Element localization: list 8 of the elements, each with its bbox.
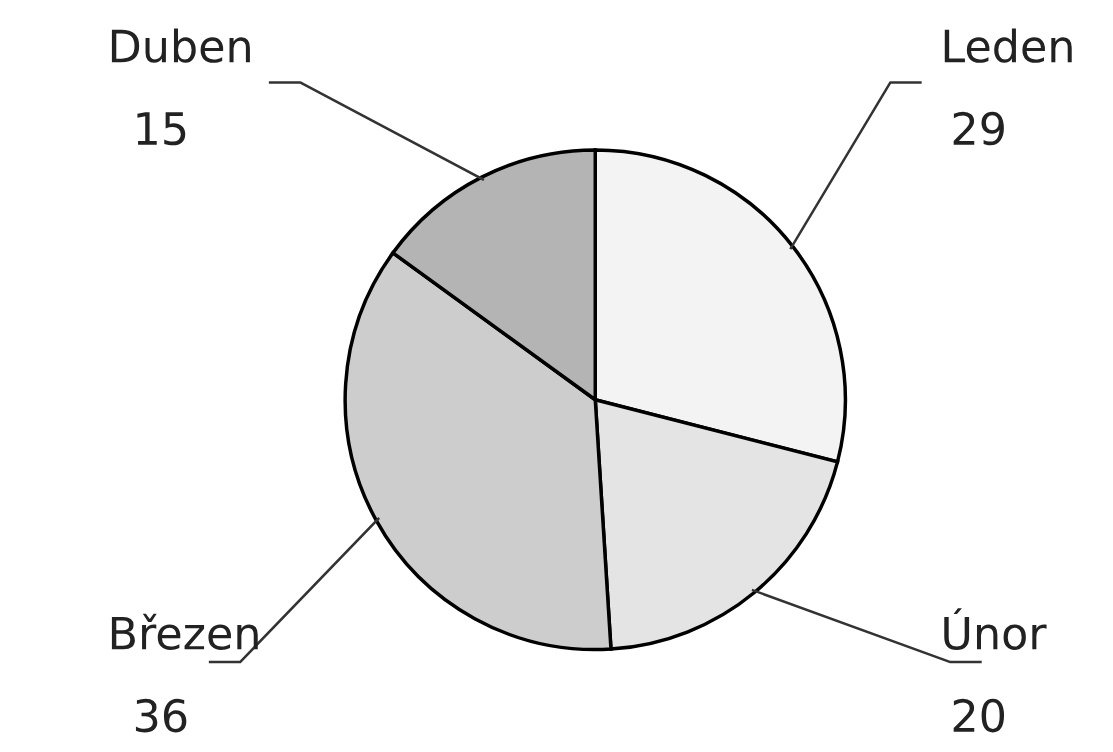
slice-label: Leden bbox=[944, 28, 1072, 63]
data-label: 20 bbox=[953, 698, 1005, 733]
data-label: 36 bbox=[135, 698, 187, 733]
slice-label: Duben bbox=[111, 28, 250, 63]
data-label: 29 bbox=[953, 111, 1004, 146]
slice-label: Březen bbox=[111, 613, 258, 650]
data-label: 15 bbox=[137, 112, 186, 146]
slice-label: Únor bbox=[944, 608, 1047, 650]
